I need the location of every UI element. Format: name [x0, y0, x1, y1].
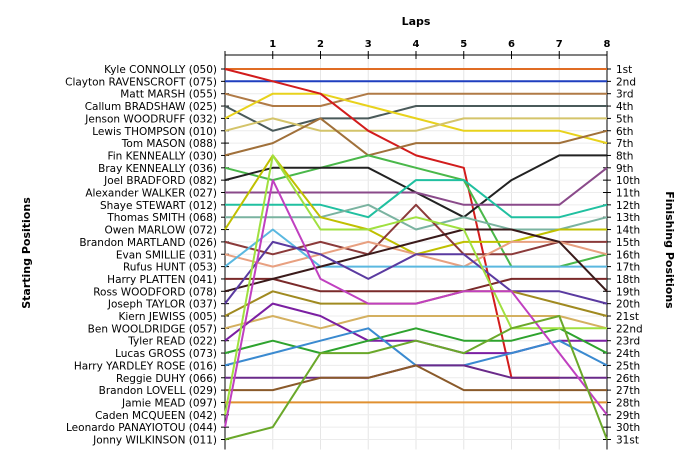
- finishing-position-label: 6th: [616, 126, 633, 138]
- starting-position-label: Reggie DUHY (066): [116, 373, 217, 385]
- right-axis-title: Finishing Positions: [663, 191, 676, 309]
- lap-tick-label: 8: [604, 39, 611, 50]
- starting-position-label: Brandon LOVELL (029): [99, 385, 217, 397]
- finishing-position-label: 17th: [616, 262, 640, 274]
- starting-position-label: Lewis THOMPSON (010): [92, 126, 217, 138]
- driver-position-line: [224, 117, 608, 157]
- x-axis-title: Laps: [402, 15, 431, 28]
- lap-tick-label: 3: [365, 39, 372, 50]
- finishing-position-label: 12th: [616, 200, 640, 212]
- finishing-position-label: 1st: [616, 64, 632, 76]
- finishing-position-label: 23rd: [616, 336, 640, 348]
- finishing-position-label: 27th: [616, 385, 640, 397]
- starting-position-label: Kiern JEWISS (005): [119, 311, 218, 323]
- driver-position-line: [224, 68, 560, 379]
- starting-position-label: Harry YARDLEY ROSE (016): [74, 360, 217, 372]
- finishing-position-label: 22nd: [616, 323, 643, 335]
- starting-position-label: Brandon MARTLAND (026): [79, 237, 217, 249]
- driver-position-line: [224, 228, 607, 268]
- driver-position-line: [224, 203, 607, 256]
- finishing-position-label: 31st: [616, 435, 639, 447]
- driver-position-line: [224, 240, 608, 305]
- finishing-position-label: 4th: [616, 101, 633, 113]
- starting-position-label: Tyler READ (022): [127, 336, 217, 348]
- driver-position-line: [224, 117, 607, 132]
- driver-position-line: [225, 364, 607, 392]
- finishing-position-label: 26th: [616, 373, 640, 385]
- starting-position-label: Evan SMILLIE (031): [116, 249, 217, 261]
- lap-tick-label: 6: [508, 39, 515, 50]
- starting-position-label: Owen MARLOW (072): [104, 225, 217, 237]
- starting-position-label: Harry PLATTEN (041): [107, 274, 217, 286]
- axis-labels: 1 2 3 4 5 6 7 8 Kyle CONNOLLY (050)Clayton RAVEN…: [65, 39, 643, 447]
- starting-position-label: Jenson WOODRUFF (032): [84, 113, 217, 125]
- lap-tick-label: 2: [317, 39, 324, 50]
- finishing-position-label: 24th: [616, 348, 640, 360]
- finishing-position-label: 2nd: [616, 76, 636, 88]
- driver-position-line: [225, 179, 608, 219]
- starting-position-label: Thomas SMITH (068): [106, 212, 217, 224]
- starting-position-label: Tom MASON (088): [121, 138, 217, 150]
- finishing-position-label: 11th: [616, 188, 640, 200]
- starting-position-label: Kyle CONNOLLY (050): [104, 64, 217, 76]
- finishing-position-label: 18th: [616, 274, 640, 286]
- starting-position-label: Leonardo PANAYIOTOU (044): [66, 422, 217, 434]
- finishing-position-label: 29th: [616, 410, 640, 422]
- finishing-position-label: 10th: [616, 175, 640, 187]
- starting-position-label: Matt MARSH (055): [120, 89, 217, 101]
- finishing-position-label: 14th: [616, 225, 640, 237]
- starting-position-label: Bray KENNEALLY (036): [98, 163, 217, 175]
- starting-position-label: Caden MCQUEEN (042): [95, 410, 217, 422]
- driver-position-line: [225, 167, 608, 206]
- finishing-position-label: 9th: [616, 163, 633, 175]
- finishing-position-label: 25th: [616, 360, 640, 372]
- finishing-position-label: 21st: [616, 311, 639, 323]
- starting-position-label: Clayton RAVENSCROFT (075): [65, 76, 217, 88]
- starting-position-label: Fin KENNEALLY (030): [107, 150, 217, 162]
- lap-tick-label: 7: [556, 39, 563, 50]
- starting-position-label: Alexander WALKER (027): [85, 188, 217, 200]
- finishing-position-label: 19th: [616, 286, 640, 298]
- driver-position-line: [224, 92, 607, 107]
- driver-position-line: [224, 315, 608, 441]
- starting-position-label: Ross WOODFORD (078): [93, 286, 217, 298]
- starting-position-label: Rufus HUNT (053): [123, 262, 217, 274]
- starting-position-label: Lucas GROSS (073): [115, 348, 217, 360]
- finishing-position-label: 16th: [616, 249, 640, 261]
- starting-position-label: Jonny WILKINSON (011): [92, 435, 217, 447]
- finishing-position-label: 3rd: [616, 89, 633, 101]
- starting-position-label: Callum BRADSHAW (025): [85, 101, 217, 113]
- finishing-position-label: 15th: [616, 237, 640, 249]
- driver-position-line: [224, 154, 607, 415]
- finishing-position-label: 20th: [616, 299, 640, 311]
- driver-position-line: [224, 179, 608, 428]
- lap-tick-label: 4: [413, 39, 420, 50]
- finishing-position-label: 7th: [616, 138, 633, 150]
- driver-position-line: [224, 105, 607, 132]
- starting-position-label: Jamie MEAD (097): [121, 397, 217, 409]
- series-lines: [224, 68, 608, 441]
- driver-position-line: [224, 92, 608, 145]
- left-axis-title: Starting Positions: [20, 197, 33, 309]
- starting-position-label: Joel BRADFORD (082): [103, 175, 217, 187]
- lap-tick-label: 1: [269, 39, 276, 50]
- driver-position-line: [224, 315, 608, 330]
- finishing-position-label: 8th: [616, 150, 633, 162]
- lap-tick-label: 5: [460, 39, 467, 50]
- finishing-position-label: 5th: [616, 113, 633, 125]
- starting-position-label: Ben WOOLDRIDGE (057): [88, 323, 217, 335]
- driver-position-line: [225, 203, 608, 231]
- finishing-position-label: 28th: [616, 397, 640, 409]
- driver-position-line: [224, 228, 608, 293]
- driver-position-line: [225, 277, 607, 293]
- finishing-position-label: 30th: [616, 422, 640, 434]
- starting-position-label: Shaye STEWART (012): [100, 200, 217, 212]
- finishing-position-label: 13th: [616, 212, 640, 224]
- starting-position-label: Joseph TAYLOR (037): [107, 299, 217, 311]
